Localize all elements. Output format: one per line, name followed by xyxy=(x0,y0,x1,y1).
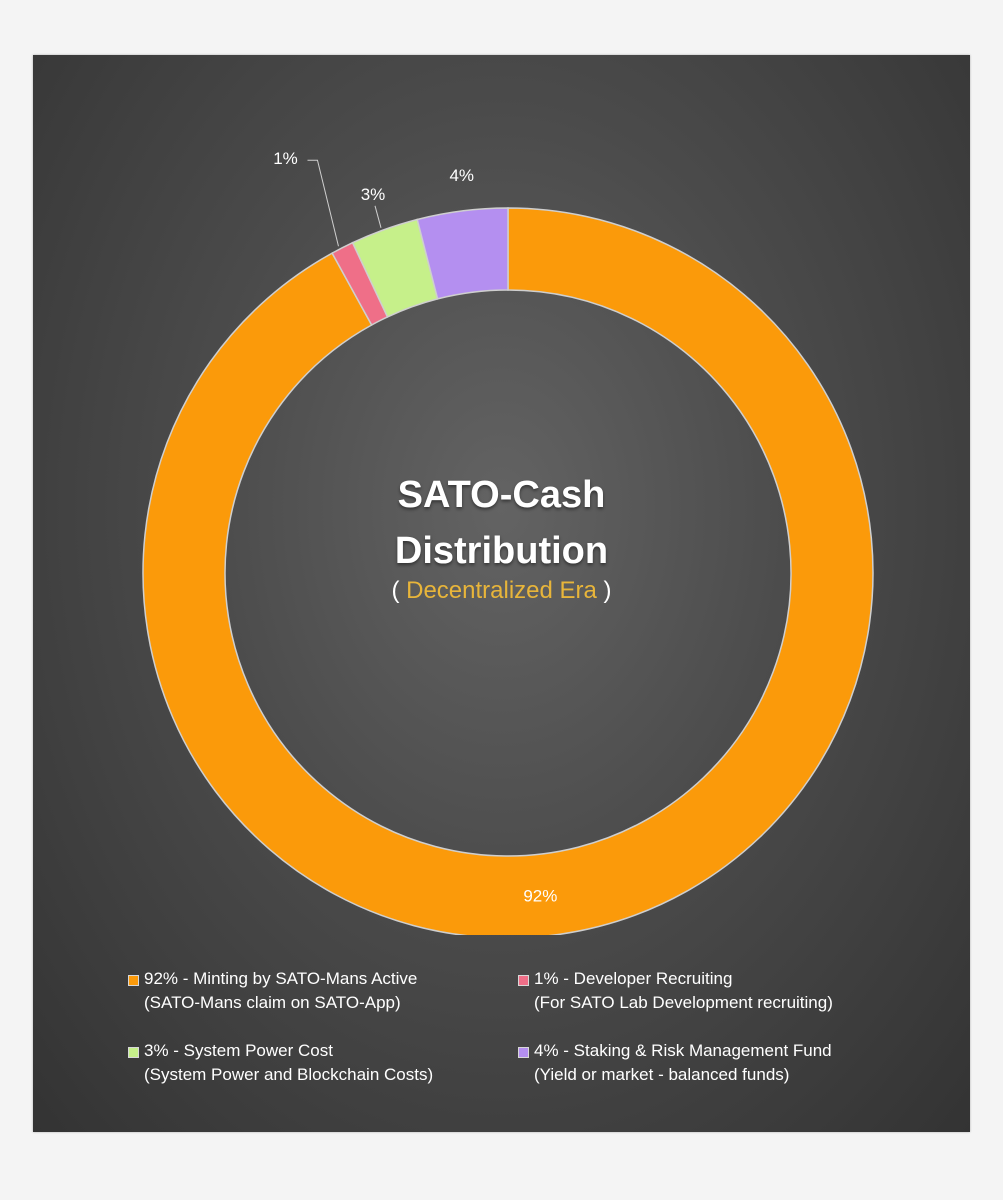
legend-detail: (Yield or market - balanced funds) xyxy=(534,1065,790,1084)
data-labels: 92% 1% 3% 4% xyxy=(273,149,557,905)
leader-line-developer xyxy=(307,159,339,247)
legend-label: 4% - Staking & Risk Management Fund xyxy=(534,1041,832,1060)
legend-detail: (For SATO Lab Development recruiting) xyxy=(534,993,833,1012)
legend-item-system-power: 3% - System Power Cost (System Power and… xyxy=(128,1039,528,1087)
leader-lines xyxy=(307,159,382,247)
chart-title-line-1: SATO-Cash xyxy=(397,474,606,516)
legend-swatch-minting xyxy=(128,975,139,986)
data-label-system-power: 3% xyxy=(361,185,386,204)
chart-title: SATO-Cash Distribution xyxy=(33,467,970,579)
subtitle-close-paren: ) xyxy=(596,577,612,604)
data-label-staking: 4% xyxy=(449,166,474,185)
legend-label: 3% - System Power Cost xyxy=(144,1041,333,1060)
legend-item-staking: 4% - Staking & Risk Management Fund (Yie… xyxy=(518,1039,918,1087)
subtitle-era: Decentralized Era xyxy=(406,577,597,604)
slice-staking xyxy=(416,207,509,300)
slice-minting xyxy=(142,207,874,935)
subtitle-open-paren: ( xyxy=(391,577,407,604)
legend-label: 92% - Minting by SATO-Mans Active xyxy=(144,969,418,988)
chart-frame: 92% 1% 3% 4% SATO-Cash Distribution ( Decen… xyxy=(33,55,970,1132)
legend-swatch-developer xyxy=(518,975,529,986)
legend-item-developer: 1% - Developer Recruiting (For SATO Lab … xyxy=(518,967,918,1015)
legend-detail: (SATO-Mans claim on SATO-App) xyxy=(144,993,401,1012)
leader-line-system-power xyxy=(374,205,382,228)
legend-swatch-staking xyxy=(518,1047,529,1058)
data-label-minting: 92% xyxy=(523,886,557,905)
legend-label: 1% - Developer Recruiting xyxy=(534,969,733,988)
legend-swatch-system-power xyxy=(128,1047,139,1058)
data-label-developer: 1% xyxy=(273,149,298,168)
donut-chart: 92% 1% 3% 4% xyxy=(142,149,874,935)
donut-slices xyxy=(142,207,874,935)
legend-detail: (System Power and Blockchain Costs) xyxy=(144,1065,434,1084)
chart-title-line-2: Distribution xyxy=(394,530,609,572)
chart-subtitle: ( Decentralized Era ) xyxy=(33,577,970,605)
legend-item-minting: 92% - Minting by SATO-Mans Active (SATO-… xyxy=(128,967,528,1015)
